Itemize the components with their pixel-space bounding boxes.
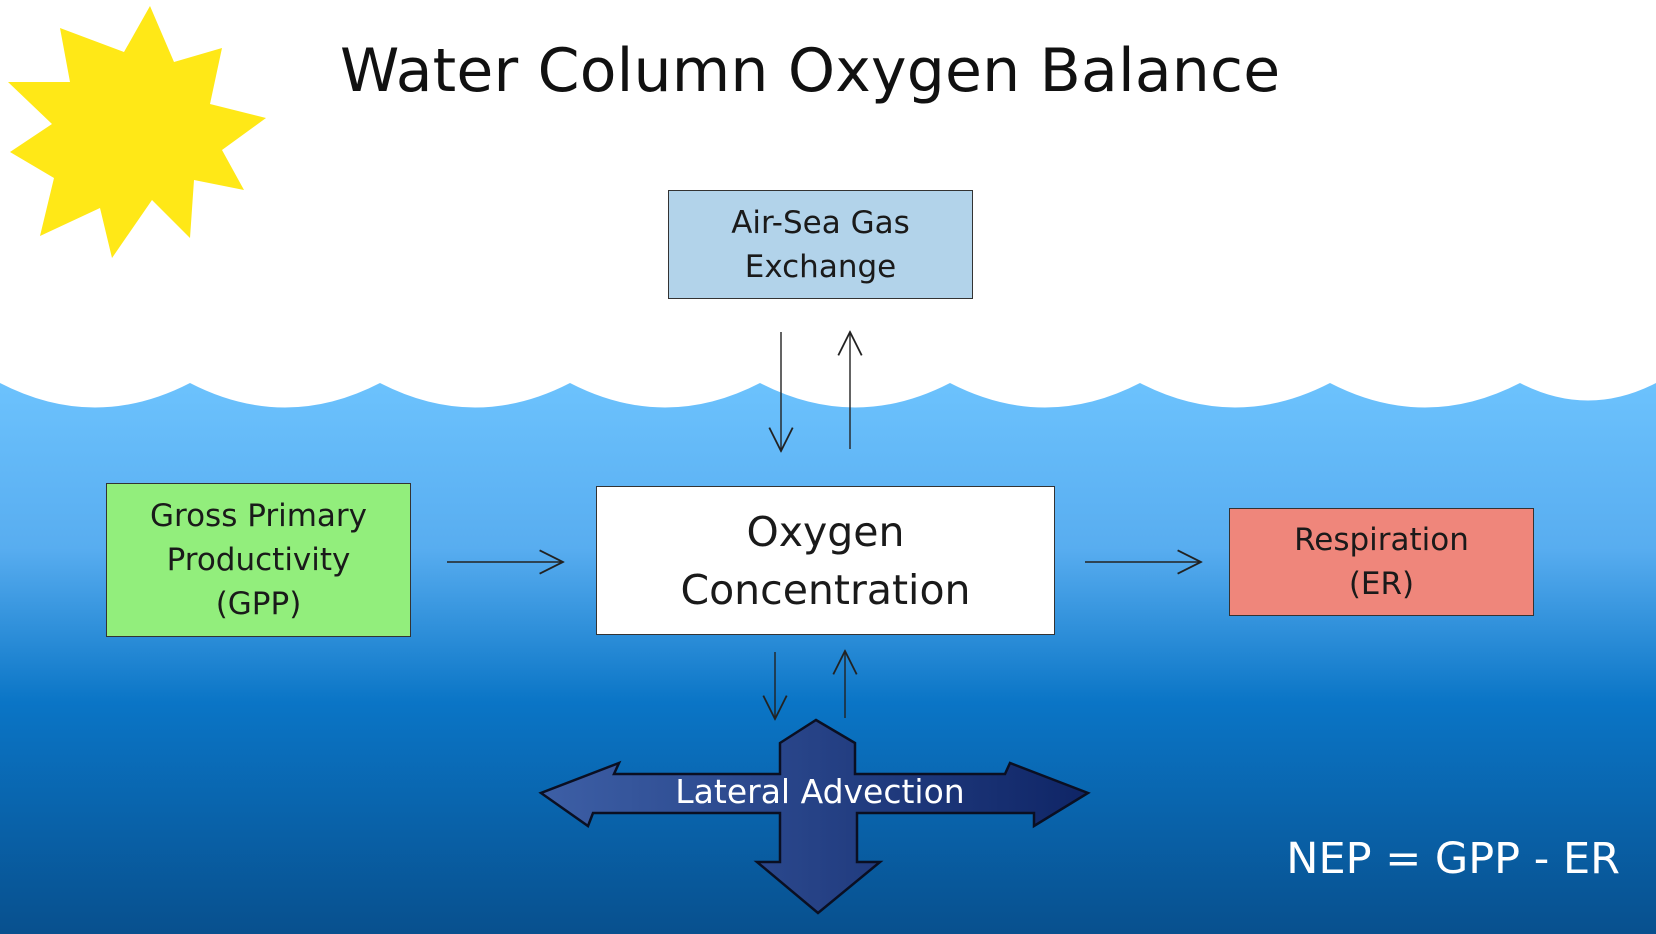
air-sea-exchange-box: Air-Sea Gas Exchange	[668, 190, 973, 299]
gpp-label-line2: Productivity	[166, 542, 351, 578]
gpp-label-line3: (GPP)	[215, 586, 302, 622]
oxygen-label-line2: Concentration	[680, 565, 971, 614]
page-title: Water Column Oxygen Balance	[340, 36, 1281, 106]
air-sea-label-line2: Exchange	[744, 248, 897, 285]
nep-equation: NEP = GPP - ER	[1286, 834, 1620, 884]
oxygen-concentration-box: Oxygen Concentration	[596, 486, 1055, 635]
sun-icon	[8, 6, 266, 258]
respiration-label-line1: Respiration	[1294, 522, 1469, 558]
respiration-label-line2: (ER)	[1348, 566, 1415, 602]
air-sea-label-line1: Air-Sea Gas	[731, 204, 910, 241]
lateral-advection-label: Lateral Advection	[675, 772, 965, 811]
respiration-box: Respiration (ER)	[1229, 508, 1534, 616]
oxygen-label-line1: Oxygen	[746, 507, 905, 556]
gpp-box: Gross Primary Productivity (GPP)	[106, 483, 411, 637]
gpp-label-line1: Gross Primary	[150, 498, 367, 534]
lateral-advection-arrow	[538, 718, 1091, 915]
